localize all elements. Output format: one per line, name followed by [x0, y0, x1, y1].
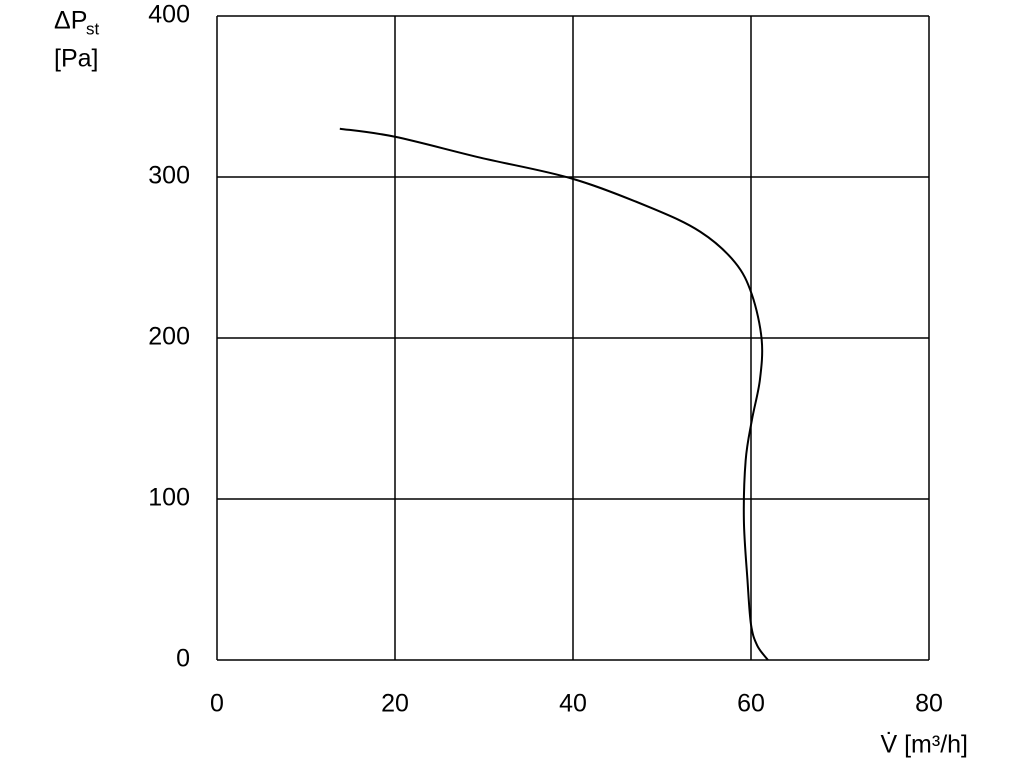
curve	[339, 127, 769, 661]
x-tick-label: 80	[915, 690, 943, 718]
y-axis-unit: [Pa]	[54, 45, 98, 73]
y-tick-label: 300	[148, 162, 190, 190]
y-axis-label: ΔP	[54, 7, 87, 35]
x-axis-label: V̇ [m³/h]	[880, 730, 968, 759]
x-tick-label: 0	[210, 690, 224, 718]
y-tick-label: 0	[176, 645, 190, 673]
y-tick-label: 200	[148, 323, 190, 351]
y-axis-label-subscript: st	[86, 19, 100, 38]
x-tick-label: 40	[559, 690, 587, 718]
x-tick-label: 20	[381, 690, 409, 718]
y-tick-label: 100	[148, 484, 190, 512]
x-tick-label: 60	[737, 690, 765, 718]
y-tick-label: 400	[148, 1, 190, 29]
